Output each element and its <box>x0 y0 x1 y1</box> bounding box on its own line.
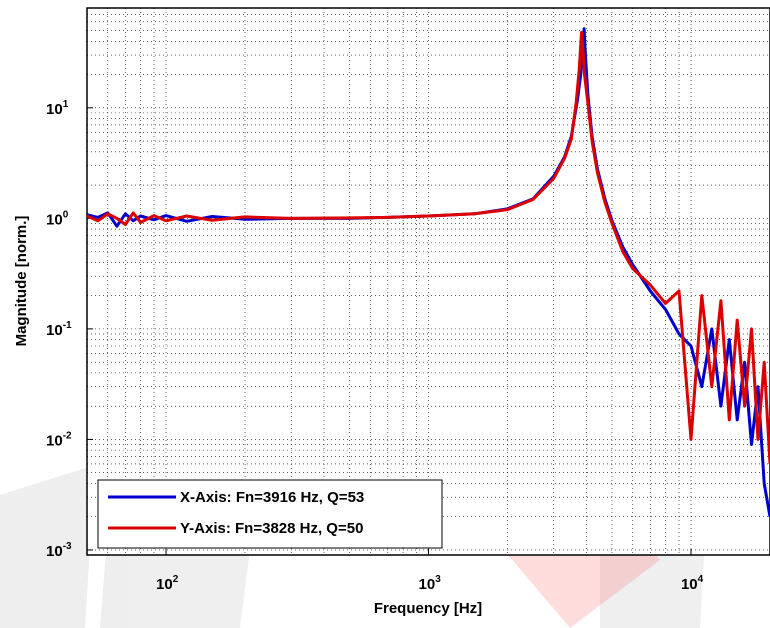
y-tick-label: 10-2 <box>46 430 72 449</box>
y-axis-label: Magnitude [norm.] <box>13 216 30 347</box>
series-line-y-axis <box>87 31 770 464</box>
series-lines <box>87 27 770 517</box>
x-tick-label: 103 <box>419 574 442 593</box>
series-line-x-axis <box>87 27 770 517</box>
plot-area <box>86 7 770 556</box>
y-tick-label: 100 <box>46 209 69 228</box>
x-tick-label: 102 <box>156 574 179 593</box>
legend: X-Axis: Fn=3916 Hz, Q=53 Y-Axis: Fn=3828… <box>97 479 443 549</box>
tick-labels: 102 103 104 10-3 10-2 10-1 100 101 <box>46 99 704 593</box>
y-tick-label: 10-3 <box>46 541 72 560</box>
y-tick-label: 10-1 <box>46 320 72 339</box>
x-axis-label: Frequency [Hz] <box>374 600 482 617</box>
legend-label-y-axis: Y-Axis: Fn=3828 Hz, Q=50 <box>180 520 363 537</box>
legend-label-x-axis: X-Axis: Fn=3916 Hz, Q=53 <box>180 489 364 506</box>
x-tick-label: 104 <box>681 574 704 593</box>
y-tick-label: 101 <box>46 99 69 118</box>
legend-box <box>97 479 443 549</box>
